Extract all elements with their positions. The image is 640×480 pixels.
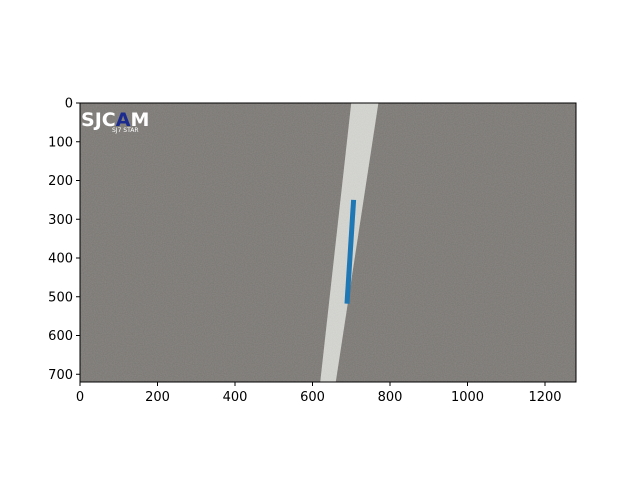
x-tick-label: 400 — [223, 390, 248, 405]
y-tick-label: 300 — [48, 213, 73, 228]
y-tick-label: 400 — [48, 252, 73, 267]
x-tick-label: 600 — [300, 390, 325, 405]
y-tick-label: 200 — [48, 174, 73, 189]
plot-frame — [79, 102, 577, 383]
x-tick-label: 0 — [76, 390, 84, 405]
x-tick-label: 200 — [145, 390, 170, 405]
logo-subtext: SJ7 STAR — [112, 127, 139, 134]
x-tick-label: 1000 — [451, 390, 484, 405]
y-tick-label: 100 — [48, 135, 73, 150]
x-axis: 0 200 400 600 800 1000 1200 — [76, 382, 562, 405]
y-tick-label: 0 — [65, 97, 73, 112]
sjcam-logo: SJCAM SJ7 STAR — [81, 109, 149, 134]
series-layer — [344, 199, 357, 304]
y-tick-label: 500 — [48, 290, 73, 305]
logo-text: SJCAM — [81, 109, 149, 131]
x-tick-label: 1200 — [528, 390, 561, 405]
road-image: SJCAM SJ7 STAR — [80, 103, 576, 382]
y-tick-label: 600 — [48, 329, 73, 344]
x-tick-label: 800 — [378, 390, 403, 405]
y-tick-label: 700 — [48, 368, 73, 383]
y-axis: 0 100 200 300 400 500 600 700 — [48, 97, 80, 383]
series-line-0 — [344, 199, 357, 304]
